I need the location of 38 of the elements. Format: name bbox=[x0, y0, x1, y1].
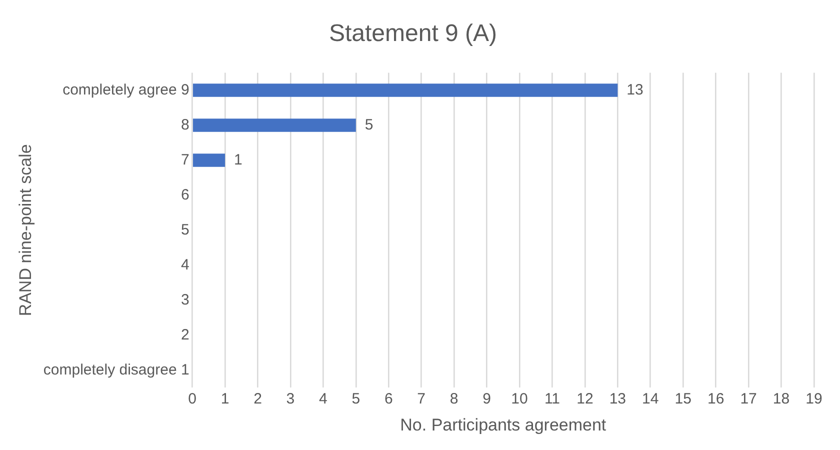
y-tick-label: 8 bbox=[180, 116, 190, 134]
x-axis-title: No. Participants agreement bbox=[400, 415, 606, 434]
x-tick-label: 11 bbox=[544, 390, 560, 408]
x-tick-label: 1 bbox=[220, 390, 230, 408]
x-tick-label: 6 bbox=[384, 390, 393, 408]
x-tick-label: 12 bbox=[576, 390, 594, 408]
x-tick-label: 17 bbox=[740, 390, 757, 408]
x-tick-label: 14 bbox=[642, 390, 659, 408]
x-tick-label: 5 bbox=[352, 390, 360, 408]
x-tick-label: 8 bbox=[450, 390, 458, 408]
x-tick-label: 15 bbox=[674, 390, 692, 408]
bar bbox=[192, 154, 226, 167]
x-tick-label: 0 bbox=[188, 390, 196, 408]
bar bbox=[192, 118, 356, 132]
y-tick-label: 2 bbox=[180, 326, 190, 344]
y-tick-label: 5 bbox=[180, 221, 190, 238]
data-label: 13 bbox=[626, 81, 644, 98]
y-tick-label: completely disagree 1 bbox=[43, 361, 190, 378]
x-tick-label: 3 bbox=[286, 390, 295, 408]
data-label: 1 bbox=[234, 151, 242, 168]
x-tick-label: 9 bbox=[482, 390, 491, 408]
y-tick-label: completely agree 9 bbox=[62, 81, 190, 98]
y-tick-label: 7 bbox=[180, 151, 190, 168]
y-axis-title: RAND nine-point scale bbox=[16, 144, 35, 316]
data-label: 5 bbox=[364, 116, 374, 134]
x-tick-label: 19 bbox=[806, 390, 822, 408]
x-tick-label: 13 bbox=[609, 390, 626, 408]
x-tick-label: 7 bbox=[417, 390, 426, 408]
y-tick-label: 4 bbox=[180, 256, 190, 274]
x-tick-label: 16 bbox=[707, 390, 724, 408]
chart-title: Statement 9 (A) bbox=[328, 20, 498, 48]
bar bbox=[192, 84, 618, 97]
y-tick-label: 3 bbox=[180, 291, 190, 308]
y-tick-label: 6 bbox=[180, 186, 190, 204]
x-tick-label: 4 bbox=[319, 390, 328, 408]
x-tick-label: 18 bbox=[772, 390, 790, 408]
x-tick-label: 10 bbox=[511, 390, 528, 408]
x-tick-label: 2 bbox=[254, 390, 262, 408]
